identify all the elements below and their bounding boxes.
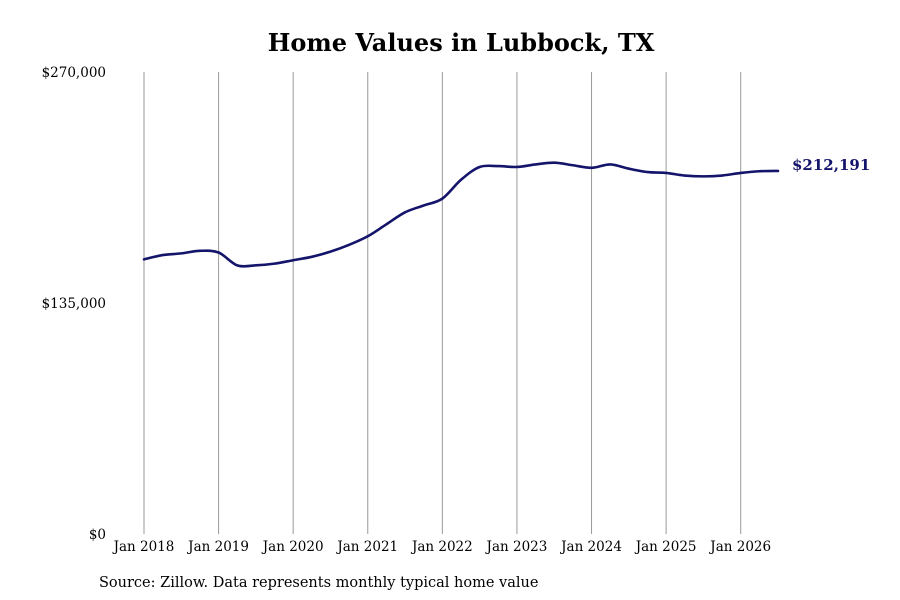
vertical-gridlines [143,72,742,534]
series-line [142,161,780,268]
y-tick-label: $0 [89,527,106,543]
x-axis-tick-labels: Jan 2018 Jan 2019 Jan 2020 Jan 2021 Jan 2022… [112,539,772,555]
x-tick-label: Jan 2021 [335,539,398,555]
y-tick-label: $270,000 [42,65,106,81]
x-tick-label: Jan 2025 [634,539,697,555]
source-note: Source: Zillow. Data represents monthly … [99,575,538,591]
x-tick-label: Jan 2022 [410,539,473,555]
chart-title: Home Values in Lubbock, TX [268,28,655,57]
x-tick-label: Jan 2023 [485,539,548,555]
x-tick-label: Jan 2020 [261,539,324,555]
y-axis-tick-labels: $0 $135,000 $270,000 [42,65,106,543]
x-tick-label: Jan 2019 [186,539,249,555]
end-value-label: $212,191 [792,156,870,174]
x-tick-label: Jan 2018 [112,539,175,555]
y-tick-label: $135,000 [42,296,106,312]
x-tick-label: Jan 2026 [708,539,771,555]
x-tick-label: Jan 2024 [559,539,622,555]
